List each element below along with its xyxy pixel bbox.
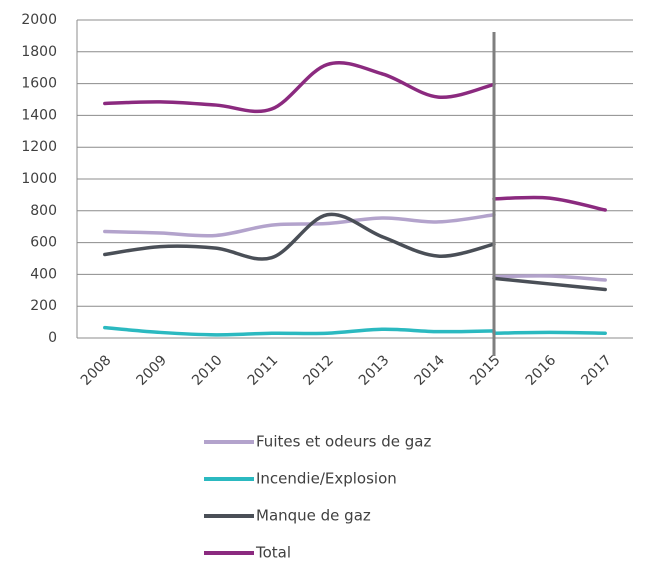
x-tick-label: 2013 <box>356 352 393 389</box>
y-tick-label: 400 <box>30 266 57 282</box>
y-tick-label: 600 <box>30 235 57 251</box>
y-tick-label: 800 <box>30 203 57 219</box>
y-tick-label: 1200 <box>21 139 57 155</box>
y-tick-label: 200 <box>30 298 57 314</box>
y-tick-label: 1800 <box>21 44 57 60</box>
x-tick-label: 2017 <box>578 352 615 389</box>
legend-label: Fuites et odeurs de gaz <box>256 433 431 451</box>
x-tick-label: 2014 <box>412 352 449 389</box>
x-tick-label: 2016 <box>523 352 560 389</box>
series-line <box>103 61 607 212</box>
y-tick-label: 1400 <box>21 107 57 123</box>
y-tick-label: 0 <box>48 330 57 346</box>
legend-label: Incendie/Explosion <box>256 470 397 488</box>
legend-label: Manque de gaz <box>256 507 371 525</box>
x-tick-label: 2010 <box>189 352 226 389</box>
y-tick-label: 2000 <box>21 12 57 28</box>
legend-label: Total <box>255 544 291 562</box>
x-tick-label: 2012 <box>300 352 337 389</box>
series-line <box>103 213 607 282</box>
x-tick-label: 2009 <box>134 352 171 389</box>
x-tick-label: 2015 <box>467 352 504 389</box>
y-tick-label: 1600 <box>21 76 57 92</box>
series-line <box>103 325 607 337</box>
legend: Fuites et odeurs de gaz Incendie/Explosio… <box>204 433 431 562</box>
x-tick-label: 2011 <box>245 352 282 389</box>
series-line <box>103 212 607 292</box>
x-tick-label: 2008 <box>78 352 115 389</box>
y-tick-label: 1000 <box>21 171 57 187</box>
